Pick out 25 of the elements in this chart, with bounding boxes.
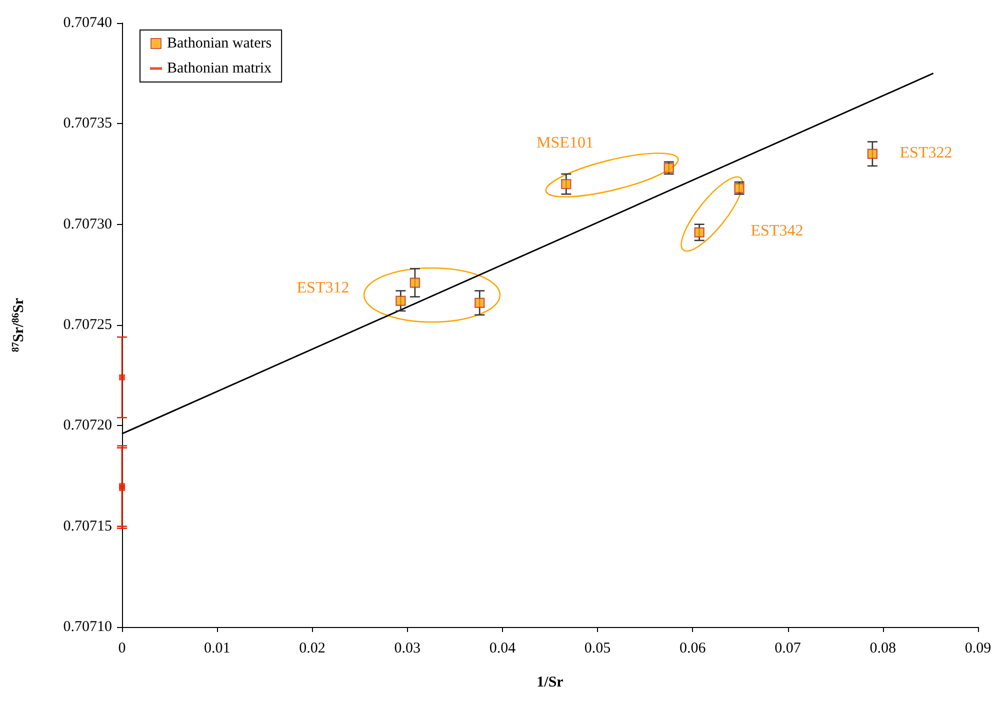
- x-tick-label: 0.01: [204, 640, 230, 656]
- x-axis-title: 1/Sr: [536, 674, 564, 690]
- annotation: EST342: [750, 222, 804, 240]
- x-tick-label: 0.03: [394, 640, 420, 656]
- x-tick-label: 0.02: [299, 640, 326, 656]
- x-tick-label: 0.08: [870, 640, 896, 656]
- legend-label: Bathonian waters: [167, 36, 272, 52]
- x-tick-label: 0.09: [964, 640, 992, 656]
- x-tick-label: 0: [118, 640, 126, 656]
- y-tick-label: 0.70715: [63, 518, 112, 534]
- y-axis-title: 87Sr/86Sr: [10, 298, 27, 352]
- y-tick-label: 0.70730: [63, 216, 112, 232]
- y-tick-label: 0.70740: [63, 15, 112, 31]
- y-tick-label: 0.70735: [63, 116, 112, 132]
- x-tick-label: 0.06: [680, 640, 706, 656]
- annotation: EST312: [296, 280, 350, 296]
- x-tick-label: 0.05: [584, 640, 611, 656]
- annotation: EST322: [900, 144, 952, 162]
- x-tick-label: 0.07: [774, 640, 802, 656]
- y-tick-label: 0.70710: [63, 619, 112, 635]
- y-tick-label: 0.70720: [63, 418, 112, 434]
- x-tick-label: 0.04: [489, 640, 516, 656]
- annotation: MSE101: [536, 134, 594, 152]
- y-tick-label: 0.70725: [63, 317, 112, 333]
- legend-label: Bathonian matrix: [167, 60, 272, 76]
